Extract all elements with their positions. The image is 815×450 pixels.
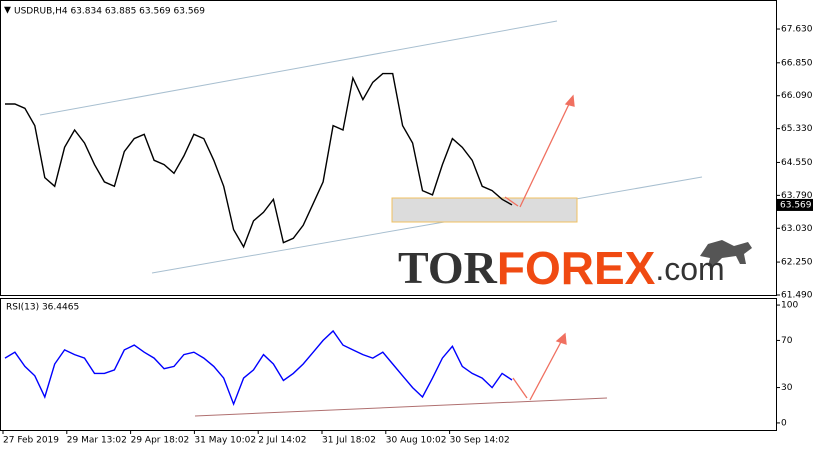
y-tick-label: 62.250: [781, 258, 813, 268]
y-tick-label: 61.490: [781, 291, 813, 301]
y-tick-label: 0: [781, 418, 787, 428]
y-tick-label: 63.790: [781, 191, 813, 201]
y-tick-label: 30: [781, 383, 793, 393]
watermark-forex: FOREX: [497, 242, 656, 294]
x-tick-label: 31 Jul 18:02: [322, 436, 376, 446]
watermark-com: .com: [655, 251, 724, 287]
support-zone: [391, 197, 578, 223]
series-line: [4, 329, 513, 407]
x-tick-label: 29 Apr 18:02: [131, 436, 190, 446]
y-tick-label: 100: [781, 301, 798, 311]
rsi-trendline: [194, 397, 608, 417]
x-tick-label: 30 Aug 10:02: [386, 436, 447, 446]
y-tick-label: 70: [781, 336, 793, 346]
y-tick-label: 66.850: [781, 58, 813, 68]
menu-triangle[interactable]: ▼: [4, 6, 11, 16]
channel-lower: [151, 176, 703, 274]
x-tick-label: 29 Mar 13:02: [67, 436, 127, 446]
x-tick-label: 27 Feb 2019: [3, 436, 59, 446]
bull-icon: [700, 240, 752, 266]
watermark: TORFOREX.com: [398, 242, 725, 295]
x-tick-label: 30 Sep 14:02: [450, 436, 510, 446]
watermark-tor: TOR: [398, 242, 498, 293]
price-title: USDRUB,H4 63.834 63.885 63.569 63.569: [14, 7, 205, 17]
channel-upper: [39, 20, 558, 116]
y-tick-label: 63.030: [781, 224, 813, 234]
y-tick-label: 67.630: [781, 25, 813, 35]
last-price-label: 63.569: [780, 200, 812, 210]
y-tick-label: 65.330: [781, 124, 813, 134]
price-panel: [0, 0, 777, 296]
y-tick-label: 64.550: [781, 158, 813, 168]
forecast-arrows: [504, 94, 575, 401]
rsi-title: RSI(13) 36.4465: [6, 303, 79, 313]
rsi-panel: [0, 298, 777, 431]
x-tick-label: 31 May 10:02: [194, 436, 256, 446]
last-price-tag: [777, 198, 813, 211]
x-tick-label: 2 Jul 14:02: [258, 436, 306, 446]
y-tick-label: 66.090: [781, 91, 813, 101]
series-line: [5, 72, 513, 249]
